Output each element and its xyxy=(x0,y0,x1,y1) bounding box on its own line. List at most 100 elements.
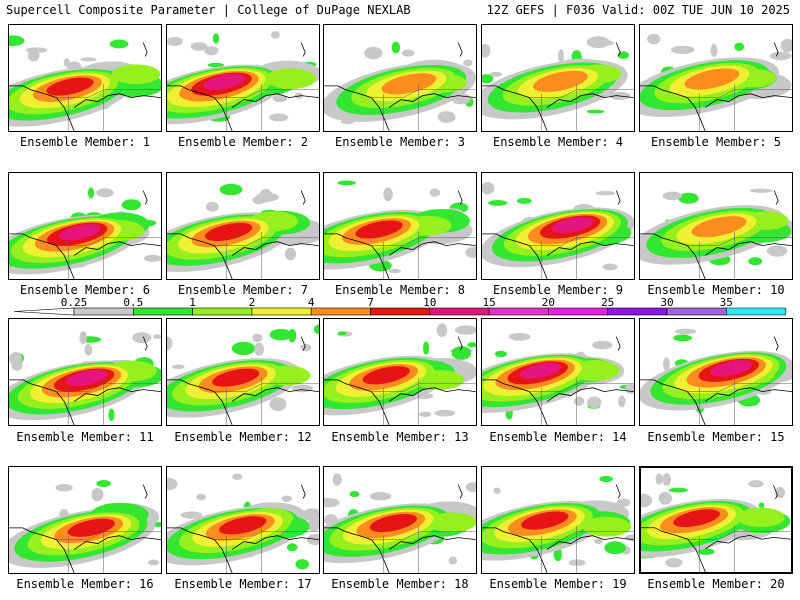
lake-outline xyxy=(773,336,779,351)
ensemble-panel-13 xyxy=(323,318,477,426)
field-speck xyxy=(670,45,695,54)
member-map-10 xyxy=(640,188,792,279)
field-contour-level xyxy=(532,70,588,92)
state-lines xyxy=(371,231,476,279)
field-speck xyxy=(291,384,313,393)
member-map-16 xyxy=(9,479,161,573)
field-speck xyxy=(324,497,340,508)
legend-label: 15 xyxy=(482,296,495,309)
field-speck xyxy=(148,559,160,566)
field-speck xyxy=(132,332,152,344)
field-speck xyxy=(254,342,265,356)
legend-label: 4 xyxy=(308,296,315,309)
field-speck xyxy=(167,477,178,491)
field-speck xyxy=(463,59,473,67)
field-speck xyxy=(121,199,142,211)
member-label-9: Ensemble Member: 9 xyxy=(492,283,624,297)
country-border xyxy=(167,85,319,131)
legend-label: 0.5 xyxy=(123,296,143,309)
country-border xyxy=(324,233,476,279)
color-legend: 0.25 0.5 1 2 4 7 10 15 20 25 30 35 xyxy=(13,296,787,316)
lake-outline xyxy=(615,484,621,499)
field-speck xyxy=(269,113,289,122)
country-border xyxy=(9,233,161,279)
field-contour-level xyxy=(204,222,253,242)
field-speck xyxy=(465,247,476,258)
member-label-4: Ensemble Member: 4 xyxy=(492,135,624,149)
legend-label: 35 xyxy=(720,296,733,309)
field-speck xyxy=(269,328,293,341)
member-map-18 xyxy=(324,473,476,573)
member-map-1 xyxy=(9,35,161,131)
field-speck xyxy=(663,357,670,372)
state-lines xyxy=(687,377,792,425)
member-label-19: Ensemble Member: 19 xyxy=(489,577,627,591)
field-contour-level xyxy=(381,73,437,95)
field-speck xyxy=(625,534,634,542)
lake-outline xyxy=(773,190,779,205)
ensemble-panel-8 xyxy=(323,172,477,280)
legend-swatch xyxy=(607,307,668,316)
ensemble-panel-20 xyxy=(639,466,793,574)
member-label-7: Ensemble Member: 7 xyxy=(177,283,309,297)
member-label-1: Ensemble Member: 1 xyxy=(19,135,151,149)
field-speck xyxy=(337,331,347,336)
field-contour-level xyxy=(111,64,161,85)
field-speck xyxy=(465,482,476,493)
ensemble-panel-14 xyxy=(481,318,635,426)
field-speck xyxy=(401,49,415,57)
ensemble-panel-16 xyxy=(8,466,162,574)
field-speck xyxy=(252,333,263,343)
member-map-12 xyxy=(167,324,319,425)
ensemble-panel-18 xyxy=(323,466,477,574)
country-border xyxy=(9,527,161,573)
ensemble-panel-11 xyxy=(8,318,162,426)
field-speck xyxy=(272,94,288,103)
field-contour-level xyxy=(521,511,569,530)
field-speck xyxy=(232,473,243,480)
state-lines xyxy=(529,525,634,573)
field-speck xyxy=(306,534,319,546)
lake-outline xyxy=(300,190,306,205)
lake-outline xyxy=(615,42,621,57)
field-speck xyxy=(599,475,613,483)
country-border xyxy=(640,85,792,131)
field-speck xyxy=(391,41,400,54)
field-speck xyxy=(96,188,114,198)
field-speck xyxy=(190,42,208,51)
member-label-17: Ensemble Member: 17 xyxy=(174,577,312,591)
state-lines xyxy=(529,377,634,425)
field-speck xyxy=(558,49,564,63)
field-contour-level xyxy=(355,220,403,239)
legend-label: 1 xyxy=(189,296,196,309)
field-speck xyxy=(568,559,586,566)
ensemble-panel-12 xyxy=(166,318,320,426)
field-speck xyxy=(332,473,342,486)
country-border xyxy=(324,379,476,425)
field-speck xyxy=(454,325,476,335)
field-speck xyxy=(307,518,319,532)
field-speck xyxy=(586,109,605,114)
field-speck xyxy=(516,197,532,204)
member-label-20: Ensemble Member: 20 xyxy=(647,577,785,591)
state-lines xyxy=(687,231,792,279)
field-speck xyxy=(748,257,763,266)
field-speck xyxy=(91,488,104,502)
field-speck xyxy=(295,559,310,570)
field-speck xyxy=(337,180,356,186)
field-speck xyxy=(313,324,319,335)
lake-outline xyxy=(615,190,621,205)
field-speck xyxy=(172,364,185,370)
country-border xyxy=(482,527,634,573)
field-contour-level xyxy=(736,507,785,528)
field-speck xyxy=(775,486,786,499)
state-lines xyxy=(214,525,319,573)
state-lines xyxy=(56,525,161,573)
field-speck xyxy=(697,548,715,555)
lake-outline xyxy=(773,485,778,499)
field-speck xyxy=(482,74,494,84)
member-label-11: Ensemble Member: 11 xyxy=(16,430,154,444)
lake-outline xyxy=(300,336,306,351)
member-map-5 xyxy=(640,33,792,131)
country-border xyxy=(324,85,476,131)
